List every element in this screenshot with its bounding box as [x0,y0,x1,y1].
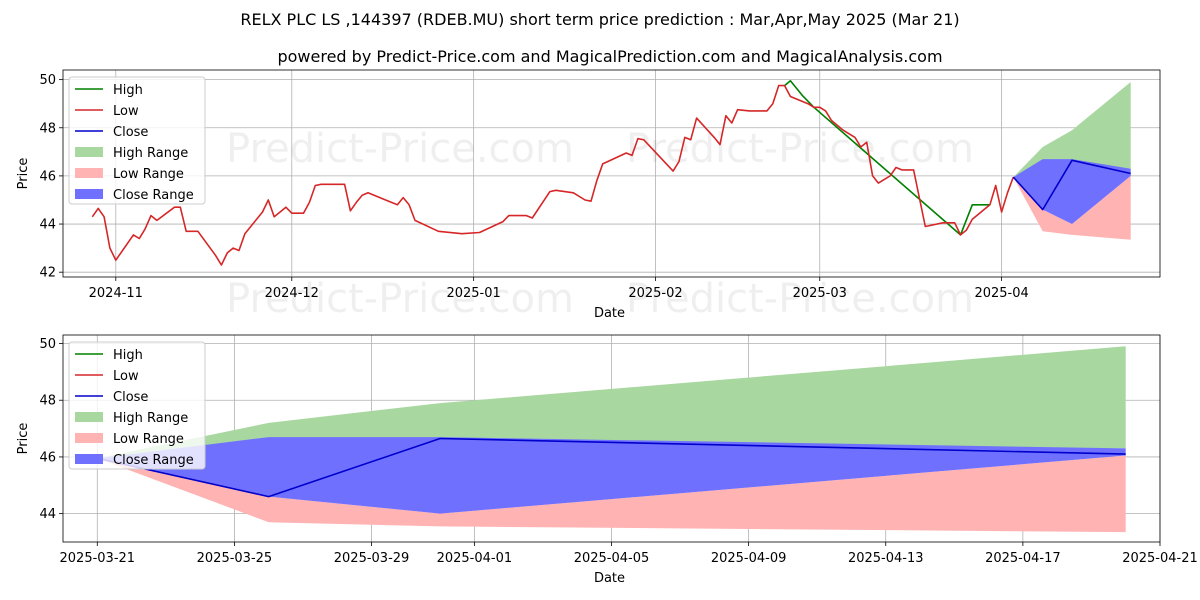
y-tick-label: 44 [39,218,56,233]
x-tick-label: 2025-04-05 [574,551,650,566]
x-tick-label: 2025-03-21 [60,551,136,566]
y-tick-label: 48 [39,121,56,136]
figure-title: RELX PLC LS ,144397 (RDEB.MU) short term… [240,10,959,29]
watermark: Predict-Price.com [226,126,574,172]
high-range-band [1013,82,1131,178]
legend-label: Low [113,369,139,384]
legend-label: Close [113,125,148,140]
low-range-band [97,455,1126,533]
x-tick-label: 2024-11 [89,286,143,301]
x-tick-label: 2025-03 [793,286,847,301]
plot-frame [62,69,1161,278]
watermark: Predict-Price.com [626,126,974,172]
y-tick-label: 44 [39,507,56,522]
y-tick-label: 42 [39,266,56,281]
watermark: Predict-Price.com [626,276,974,322]
legend-label: Close Range [113,453,194,468]
x-tick-label: 2025-04-13 [848,551,924,566]
y-tick-label: 46 [39,169,56,184]
figure-subtitle: powered by Predict-Price.com and Magical… [277,47,942,66]
x-tick-label: 2025-04-21 [1122,551,1198,566]
legend-label: Close [113,390,148,405]
y-axis-label: Price [16,158,31,190]
x-axis-label: Date [594,571,625,586]
x-tick-label: 2025-04 [974,286,1028,301]
x-tick-label: 2024-12 [265,286,319,301]
history-chart-panel: 2024-11 2024-12 2025-01 2025-02 2025-03 2025-… [16,69,1161,322]
legend-label: High Range [113,411,188,426]
legend-label: High [113,348,143,363]
legend-swatch [75,168,103,178]
legend-label: Close Range [113,188,194,203]
x-tick-label: 2025-01 [446,286,500,301]
watermark: Predict-Price.com [226,276,574,322]
legend-swatch [75,412,103,422]
legend-swatch [75,433,103,443]
low-series-line [91,84,1015,266]
legend-label: Low Range [113,432,184,447]
legend-label: High Range [113,146,188,161]
legend-label: High [113,83,143,98]
x-axis-label: Date [594,306,625,321]
low-range-band [1013,175,1131,240]
x-tick-label: 2025-02 [628,286,682,301]
high-range-band [97,346,1126,459]
y-tick-label: 48 [39,394,56,409]
y-tick-label: 50 [39,73,56,88]
plot-frame [62,334,1161,543]
x-tick-label: 2025-04-09 [711,551,787,566]
close-series-line [97,437,1126,498]
close-series-line [1012,159,1131,211]
x-tick-label: 2025-04-17 [985,551,1061,566]
forecast-chart-panel: 2025-03-21 2025-03-25 2025-03-29 2025-04-01… [16,334,1198,586]
x-tick-label: 2025-03-29 [334,551,410,566]
close-range-band [1013,159,1131,224]
legend-swatch [75,147,103,157]
x-tick-label: 2025-03-25 [197,551,273,566]
y-axis-label: Price [16,423,31,455]
legend-label: Low [113,104,139,119]
y-tick-label: 50 [39,337,56,352]
y-tick-label: 46 [39,450,56,465]
legend-swatch [75,189,103,199]
close-range-band [97,437,1126,514]
legend-swatch [75,454,103,464]
x-tick-label: 2025-04-01 [437,551,513,566]
legend-label: Low Range [113,167,184,182]
